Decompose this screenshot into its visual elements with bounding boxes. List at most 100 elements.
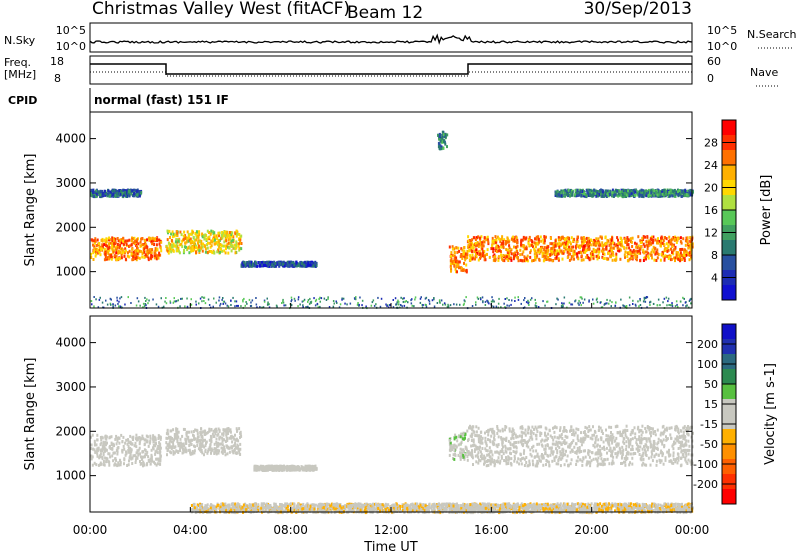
velocity-cell [653,446,656,449]
power-cell [575,194,578,198]
power-cell [118,257,121,261]
velocity-cell [677,455,680,459]
velocity-cell [647,437,650,441]
power-cell [545,246,548,250]
power-cell [134,240,136,244]
power-cell [582,258,585,262]
power-cell [689,298,691,301]
power-cell [158,242,161,246]
power-cell [494,235,497,239]
velocity-cell [643,448,646,452]
power-cell [397,303,399,306]
velocity-cell [96,448,99,452]
power-cell [176,231,179,235]
power-cell [315,264,318,268]
power-cell [93,305,95,308]
velocity-cell [517,457,520,461]
power-cell [579,246,581,250]
power-cell [123,251,126,255]
velocity-cell [466,455,469,458]
power-cell [558,190,561,194]
power-cell [582,236,585,239]
power-cell [687,193,690,197]
power-cell [634,241,636,245]
power-cell [458,266,460,270]
power-cell [235,229,238,233]
velocity-cell [90,447,93,451]
velocity-cell [131,436,134,440]
velocity-cell [142,455,144,459]
velocity-cell [616,424,619,428]
power-cell [265,262,268,266]
power-cell [225,239,228,243]
power-cell [108,248,111,252]
power-cell [475,236,478,240]
velocity-cell [135,445,138,449]
power-cell [631,245,634,248]
power-cell [583,247,586,251]
power-cell [143,305,146,308]
power-cell [521,238,524,242]
power-cell [665,242,668,246]
velocity-cell [584,455,587,459]
velocity-cell [114,437,117,441]
power-cell [601,247,604,251]
velocity-cell [634,452,637,455]
power-cell [407,301,409,304]
power-cell [611,258,614,262]
power-cell [672,236,675,239]
velocity-cell [145,434,148,438]
velocity-cell [127,447,130,451]
power-cell [549,242,552,246]
velocity-cell [200,433,203,437]
power-cell [245,261,248,265]
velocity-cell [688,444,691,448]
power-cell [113,239,115,243]
power-cell [594,192,597,196]
power-cell [190,303,193,306]
power-cell [299,261,302,264]
power-cell [91,303,93,306]
power-cell [595,189,597,193]
power-cell [510,248,513,252]
power-cell [680,194,683,198]
velocity-cell [509,443,512,447]
power-cell [691,245,694,249]
power-cell [208,304,211,306]
power-cell [508,304,510,307]
velocity-cell [117,463,120,467]
power-cell [172,232,175,236]
power-cell [603,256,606,260]
power-cell [592,256,595,260]
velocity-cell [152,447,155,451]
power-cell [153,237,156,241]
power-cell [588,299,590,302]
power-cell [123,189,126,193]
power-cell [691,242,694,246]
power-cell [209,245,212,249]
power-cell [643,244,646,248]
velocity-cell [190,430,193,434]
power-cell [158,253,161,257]
power-cell [450,257,453,261]
power-cell [214,242,217,246]
velocity-cell [194,445,197,449]
velocity-cell [235,437,238,441]
power-cell [677,257,680,261]
power-cell [684,189,687,193]
power-cell [486,253,488,256]
power-cell [481,247,484,251]
power-cell [689,192,692,196]
power-cell [250,301,252,304]
power-cell [425,296,428,299]
power-cell [625,246,628,250]
power-cell [359,296,361,299]
power-cell [342,297,345,300]
power-cell [95,192,98,196]
power-cell [482,240,485,244]
power-cell [136,238,139,242]
power-cell [472,246,475,250]
velocity-cell [149,457,152,461]
power-cell [662,255,665,259]
power-cell [617,189,620,193]
